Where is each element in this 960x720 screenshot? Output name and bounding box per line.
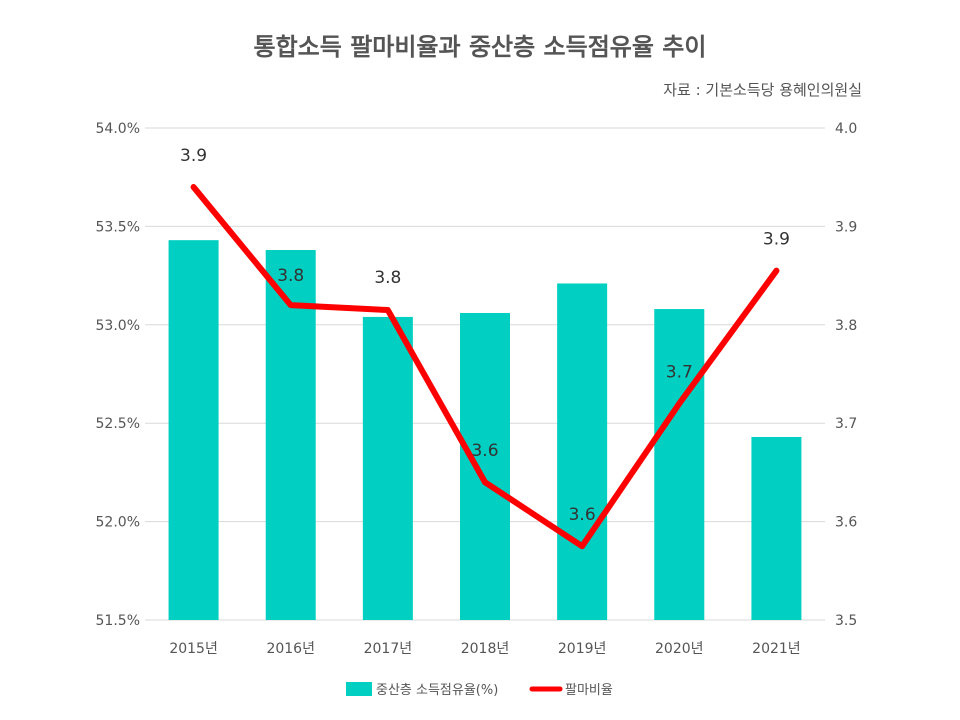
bar xyxy=(265,250,316,621)
right-tick-label: 3.9 xyxy=(835,219,857,235)
line-data-label: 3.8 xyxy=(277,266,304,286)
chart-source: 자료 : 기본소득당 용혜인의원실 xyxy=(663,81,862,99)
bar xyxy=(654,309,705,620)
line-data-label: 3.6 xyxy=(569,505,596,525)
line-path xyxy=(190,184,780,550)
bar xyxy=(460,312,510,620)
right-tick-label: 4.0 xyxy=(835,121,857,137)
legend-bar-swatch xyxy=(346,682,372,696)
line-data-label: 3.7 xyxy=(666,363,693,383)
x-tick-label: 2015년 xyxy=(169,641,218,657)
left-tick-label: 51.5% xyxy=(96,613,140,629)
line-data-label: 3.9 xyxy=(763,230,790,250)
chart-title: 통합소득 팔마비율과 중산층 소득점유율 추이 xyxy=(254,33,707,61)
left-tick-label: 53.5% xyxy=(96,219,140,235)
left-axis: 51.5% 52.0% 52.5% 53.0% 53.5% 54.0% xyxy=(96,121,140,629)
left-tick-label: 53.0% xyxy=(96,318,140,334)
bar xyxy=(751,436,802,620)
x-tick-label: 2021년 xyxy=(752,641,801,657)
x-axis: 2015년 2016년 2017년 2018년 2019년 2020년 2021년 xyxy=(169,641,800,657)
bar-series xyxy=(168,240,802,621)
legend-bar-label: 중산층 소득점유율(%) xyxy=(376,683,498,698)
right-axis: 3.5 3.6 3.7 3.8 3.9 4.0 xyxy=(835,121,857,629)
x-tick-label: 2016년 xyxy=(266,641,315,657)
line-data-label: 3.6 xyxy=(471,441,498,461)
bar xyxy=(362,316,413,620)
left-tick-label: 52.0% xyxy=(96,515,140,531)
line-data-label: 3.8 xyxy=(374,268,401,288)
bar xyxy=(168,240,219,620)
x-tick-label: 2019년 xyxy=(558,641,607,657)
legend-line-label: 팔마비율 xyxy=(565,683,613,698)
legend: 중산층 소득점유율(%) 팔마비율 xyxy=(346,682,613,698)
line-data-label: 3.9 xyxy=(180,146,207,166)
right-tick-label: 3.6 xyxy=(835,515,857,531)
bar xyxy=(557,283,608,620)
x-tick-label: 2018년 xyxy=(461,641,510,657)
right-tick-label: 3.7 xyxy=(835,416,857,432)
line-series: 3.9 3.8 3.8 3.6 3.6 3.7 3.9 xyxy=(180,146,790,550)
x-tick-label: 2020년 xyxy=(655,641,704,657)
right-tick-label: 3.5 xyxy=(835,613,857,629)
x-tick-label: 2017년 xyxy=(364,641,413,657)
left-tick-label: 54.0% xyxy=(96,121,140,137)
right-tick-label: 3.8 xyxy=(835,318,857,334)
left-tick-label: 52.5% xyxy=(96,416,140,432)
